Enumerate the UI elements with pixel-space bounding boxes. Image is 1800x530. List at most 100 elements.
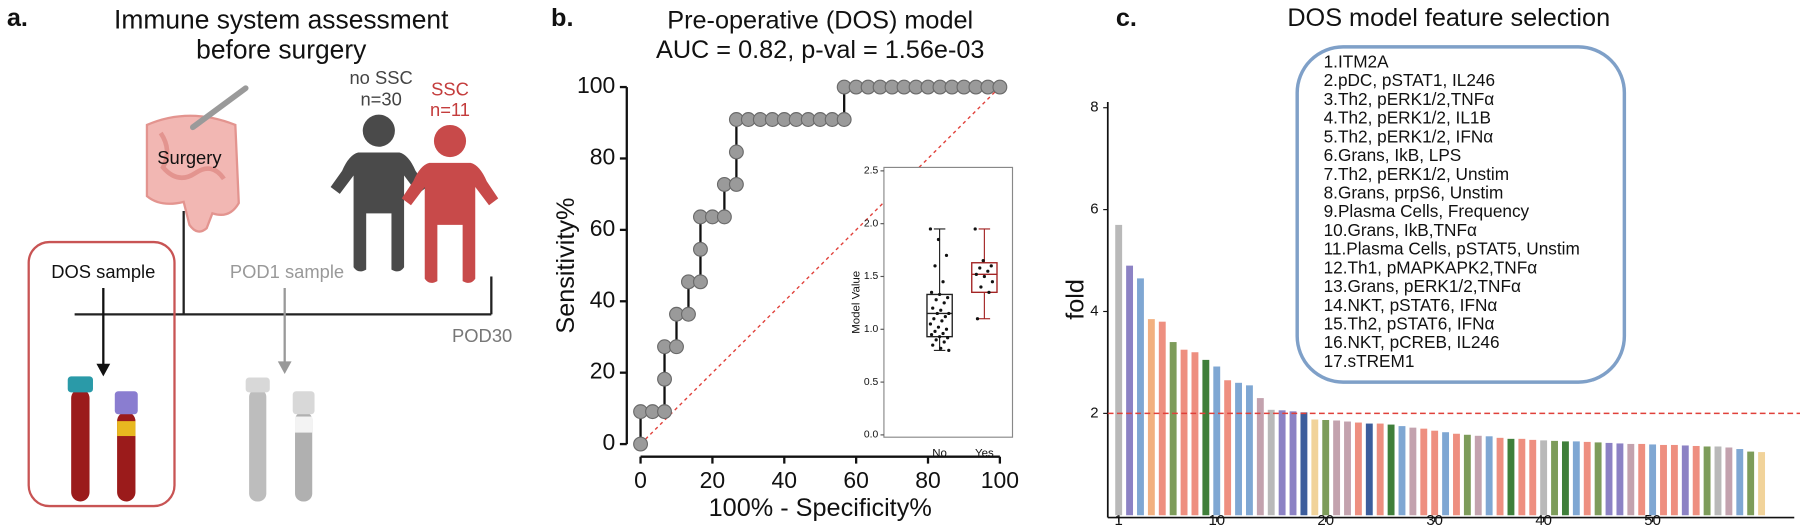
roc-point — [657, 371, 672, 387]
roc-point — [992, 79, 1008, 95]
y-axis-label: Model Value — [850, 271, 862, 334]
feature-item: 15.Th2, pSTAT6, IFNα — [1324, 313, 1495, 333]
bar — [1758, 452, 1766, 516]
point — [947, 348, 951, 353]
x-tick-label: 0 — [634, 467, 647, 493]
group-n: n=30 — [360, 89, 401, 110]
chart-title: Pre-operative (DOS) model — [667, 6, 973, 34]
bar — [1518, 438, 1526, 516]
group-label: no SSC — [349, 67, 412, 88]
point — [974, 272, 978, 276]
surgery-label: Surgery — [157, 147, 222, 168]
feature-item: 9.Plasma Cells, Frequency — [1324, 201, 1530, 221]
point — [929, 290, 934, 294]
x-tick-label: 40 — [1535, 512, 1552, 529]
point — [937, 292, 942, 297]
x-tick-label: 50 — [1644, 512, 1661, 529]
bar — [1692, 445, 1700, 516]
x-axis-label: 100% - Specificity% — [709, 494, 932, 522]
x-tick-label: 10 — [1208, 512, 1225, 529]
bar — [1474, 435, 1482, 516]
bar — [1267, 409, 1275, 516]
bar — [1147, 319, 1155, 516]
feature-item: 7.Th2, pERK1/2, Unstim — [1324, 164, 1510, 184]
y-tick-label: 8 — [1090, 99, 1098, 116]
roc-point — [657, 404, 672, 420]
bar — [1224, 380, 1232, 516]
feature-item: 5.Th2, pERK1/2, IFNα — [1324, 126, 1494, 146]
point — [936, 325, 941, 329]
point — [946, 295, 950, 300]
point — [989, 264, 993, 268]
bar — [1551, 440, 1558, 516]
x-tick-label: Yes — [975, 447, 994, 459]
y-tick-label: 6 — [1090, 201, 1098, 218]
roc-point — [716, 209, 732, 225]
point — [939, 346, 943, 350]
bar — [1376, 423, 1384, 516]
group-label: SSC — [431, 78, 469, 99]
endpoint-label: POD30 — [452, 325, 512, 346]
bar — [1605, 442, 1613, 516]
bar — [1191, 352, 1199, 516]
bar — [1496, 437, 1504, 516]
chart-title: DOS model feature selection — [1287, 4, 1610, 32]
feature-item: 14.NKT, pSTAT6, IFNα — [1324, 295, 1498, 315]
diagram-title: Immune system assessment — [114, 5, 449, 35]
feature-item: 4.Th2, pERK1/2, IL1B — [1324, 108, 1491, 128]
point — [931, 306, 935, 310]
bar — [1278, 410, 1286, 516]
point — [934, 298, 938, 302]
head — [433, 124, 467, 158]
bar — [1365, 423, 1373, 516]
panel-label: a. — [7, 4, 28, 32]
bar — [1736, 449, 1744, 516]
feature-item: 8.Grans, prpS6, Unstim — [1324, 182, 1504, 202]
feature-item: 1.ITM2A — [1324, 52, 1390, 72]
bar — [1529, 439, 1537, 516]
scalpel — [189, 85, 249, 131]
bar — [1115, 224, 1123, 516]
roc-point — [692, 274, 708, 290]
bar — [1714, 446, 1722, 516]
sample-label: DOS sample — [51, 261, 155, 282]
tube-cap — [67, 376, 93, 393]
bar — [1725, 447, 1733, 516]
tube — [295, 411, 313, 502]
point — [928, 322, 933, 326]
bar — [1627, 443, 1635, 516]
arrow-head — [277, 361, 292, 375]
point — [941, 331, 945, 336]
x-tick-label: No — [932, 447, 947, 459]
intestine-fold — [158, 131, 226, 181]
point — [929, 332, 934, 337]
point — [931, 343, 935, 347]
y-tick-label: 2.0 — [864, 218, 879, 229]
bar — [1420, 428, 1428, 516]
roc-point — [633, 436, 649, 452]
point — [986, 269, 990, 273]
person-ssc — [401, 124, 499, 283]
feature-item: 3.Th2, pERK1/2,TNFα — [1324, 89, 1495, 109]
bar — [1354, 422, 1362, 516]
point — [939, 308, 943, 312]
point — [934, 338, 938, 342]
y-tick-label: 1.0 — [864, 324, 879, 335]
roc-point — [728, 144, 744, 160]
bar — [1594, 442, 1602, 516]
bar — [1289, 411, 1297, 516]
roc-point — [680, 306, 696, 322]
bar — [1561, 441, 1569, 516]
tube-cap — [114, 391, 138, 415]
tube — [249, 388, 267, 502]
bar — [1681, 445, 1689, 516]
bar — [1463, 434, 1471, 516]
roc-point — [669, 339, 684, 355]
panel-label: b. — [551, 4, 573, 32]
box — [926, 293, 953, 338]
feature-item: 16.NKT, pCREB, IL246 — [1324, 332, 1500, 352]
arrow-head — [96, 363, 111, 377]
bar — [1670, 444, 1678, 516]
tube — [71, 388, 90, 502]
